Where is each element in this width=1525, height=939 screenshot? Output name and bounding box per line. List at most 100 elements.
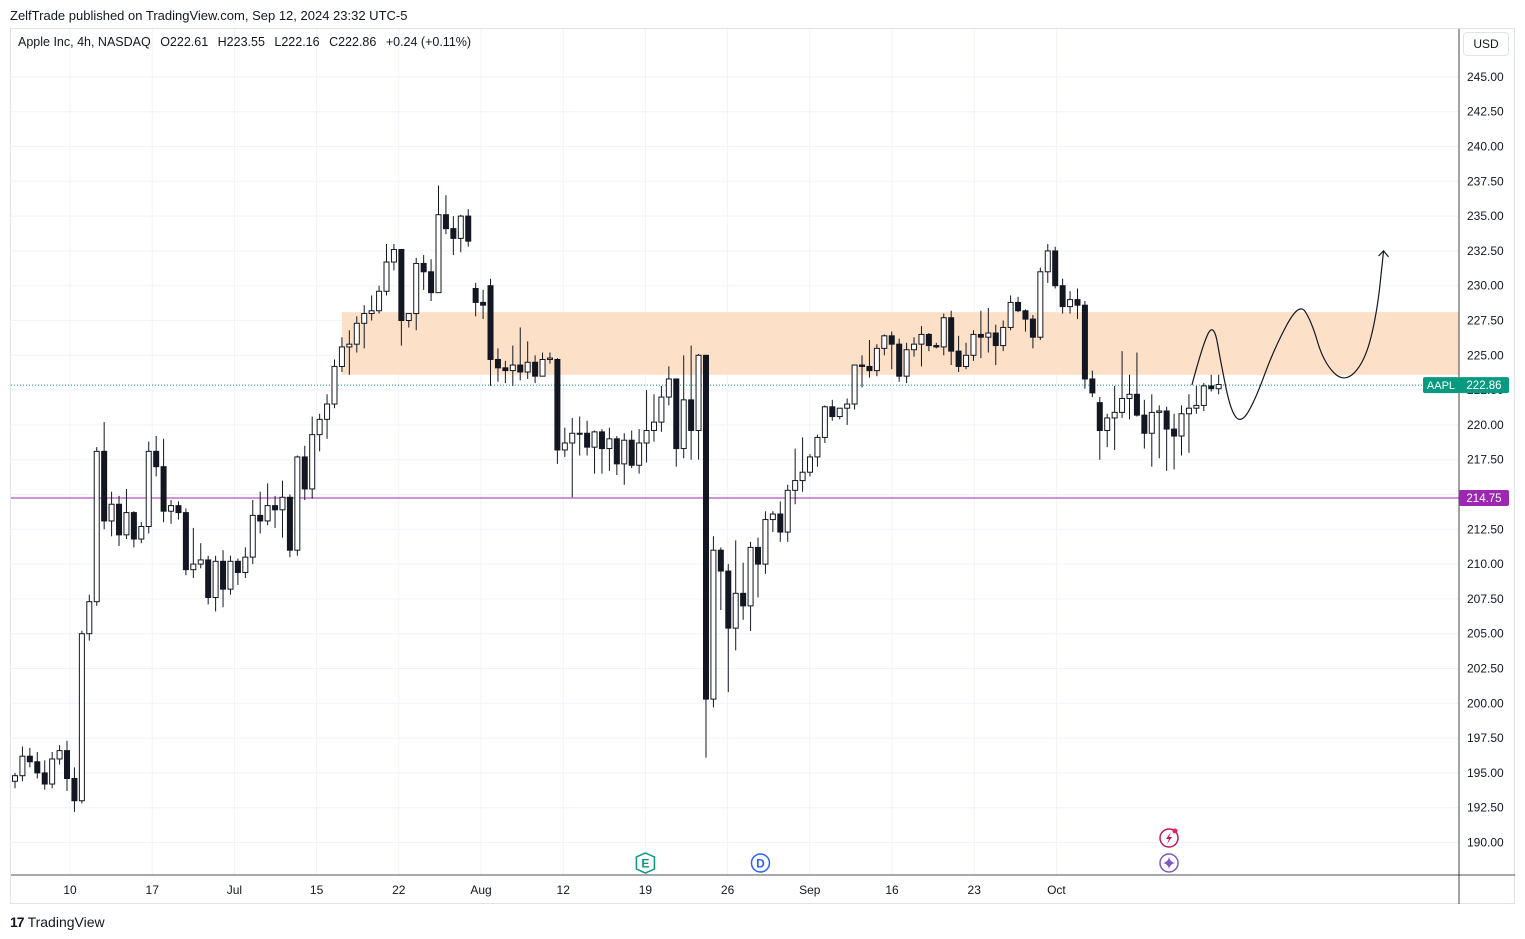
candle-body (465, 215, 472, 242)
candle (814, 434, 821, 467)
tradingview-logo[interactable]: 17 TradingView (10, 914, 105, 930)
candle-body (621, 439, 628, 465)
legend-symbol: Apple Inc, 4h, NASDAQ (18, 35, 151, 49)
candle (1037, 267, 1044, 340)
candle-body (517, 364, 524, 373)
candle (1193, 385, 1200, 414)
price-tick-label: 242.50 (1467, 105, 1504, 119)
lightning-glyph (1166, 832, 1173, 844)
candle (1163, 406, 1170, 471)
candle-body (598, 431, 605, 450)
line-price-tag-value: 214.75 (1466, 493, 1501, 505)
earnings-icon (635, 852, 656, 874)
candle-body (881, 335, 888, 349)
price-tick-label: 212.50 (1467, 522, 1504, 536)
price-tick-label: 210.00 (1467, 557, 1504, 571)
candle-body (346, 343, 353, 348)
price-tick-label: 232.50 (1467, 244, 1504, 258)
candle (903, 342, 910, 384)
candle (145, 441, 152, 534)
candle-body (1208, 385, 1215, 390)
candle (309, 416, 316, 499)
candle (1022, 309, 1029, 332)
candle-body (1052, 250, 1059, 287)
candle (725, 564, 732, 693)
candle (138, 522, 145, 544)
candle-body (316, 418, 323, 436)
currency-button[interactable]: USD (1463, 32, 1509, 56)
tradingview-brand: TradingView (27, 914, 105, 930)
candle (353, 316, 360, 353)
candle-body (123, 512, 130, 536)
price-tags: AAPL 222.86 214.75 (1423, 377, 1509, 506)
candle-body (799, 471, 806, 482)
candle (383, 243, 390, 296)
candle (1185, 394, 1192, 453)
candle (428, 259, 435, 302)
price-tick-label: 197.50 (1467, 731, 1504, 745)
candle (316, 413, 323, 452)
candle (866, 339, 873, 378)
candle (1015, 296, 1022, 313)
candle-body (205, 559, 212, 599)
date-tick-label: Jul (227, 883, 242, 897)
candle-body (160, 466, 167, 512)
candle (792, 448, 799, 505)
candle-body (1133, 393, 1140, 416)
candle (361, 305, 368, 349)
date-tick-label: 26 (721, 883, 735, 897)
candle (554, 358, 561, 464)
candle (472, 282, 479, 317)
candle-body (569, 432, 576, 444)
event-marker-e: E (635, 852, 656, 874)
candle-body (777, 513, 784, 533)
candle (286, 494, 293, 558)
candle-body (992, 332, 999, 347)
candle-body (64, 750, 71, 779)
candle (762, 511, 769, 574)
candle-body (695, 354, 702, 431)
candle-body (405, 313, 412, 322)
candle-body (212, 560, 219, 599)
candle (234, 558, 241, 585)
date-tick-label: 15 (310, 883, 324, 897)
dividend-icon (750, 853, 771, 873)
candle-body (740, 592, 747, 607)
hand-drawn-projection (1191, 250, 1390, 420)
candle-body (442, 214, 449, 230)
candle-body (524, 361, 531, 373)
candle-body (1156, 410, 1163, 413)
candle-body (116, 503, 123, 536)
candle-body (175, 505, 182, 514)
candle-body (1081, 304, 1088, 380)
candle (584, 420, 591, 456)
candle (925, 333, 932, 352)
candle-body (955, 350, 962, 367)
candle (769, 511, 776, 533)
lightning-icon (1159, 828, 1179, 848)
candle-body (472, 287, 479, 303)
candle (26, 747, 33, 768)
candle-body (413, 262, 420, 315)
candle (480, 289, 487, 320)
candle-body (331, 365, 338, 405)
candle-body (56, 750, 63, 760)
horizontal-lines (11, 384, 1459, 499)
candle-body (977, 333, 984, 338)
candle (272, 495, 279, 528)
candle (1171, 413, 1178, 470)
candle-body (933, 345, 940, 348)
date-tick-label: Oct (1047, 883, 1066, 897)
candle (64, 740, 71, 791)
candle (680, 355, 687, 459)
axes: 245.00 242.50 240.00 237.50 235.00 232.50 230.… (11, 29, 1515, 904)
candle (695, 353, 702, 460)
candle (650, 394, 657, 442)
candle-body (762, 519, 769, 565)
candle (168, 500, 175, 524)
date-tick-label: Aug (470, 883, 491, 897)
candle-body (1029, 318, 1036, 338)
candle (688, 345, 695, 460)
candle-body (130, 512, 137, 540)
